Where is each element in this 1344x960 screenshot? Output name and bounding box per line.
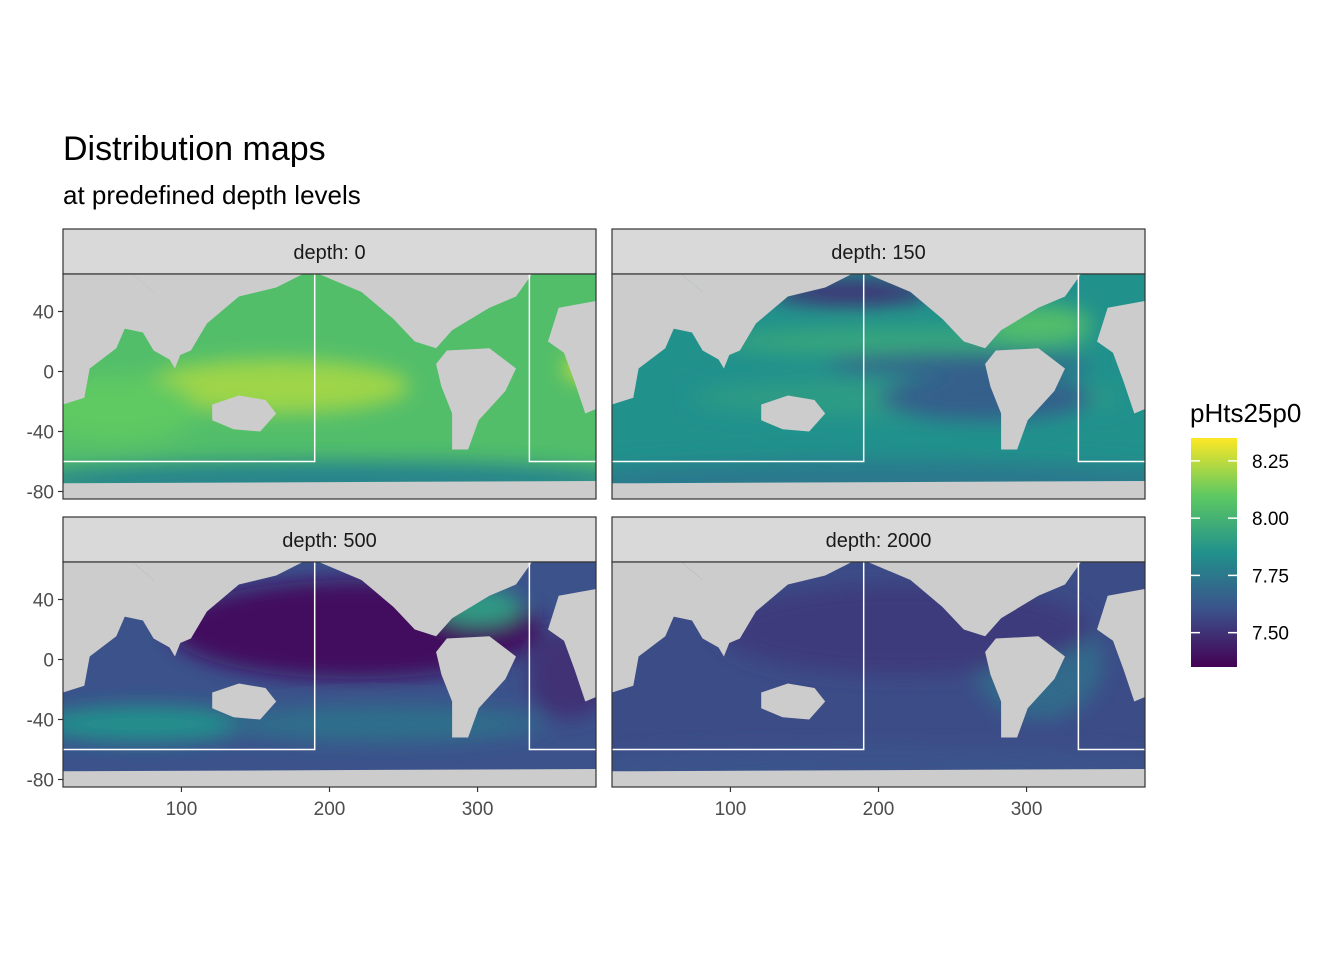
legend: pHts25p0 8.25 8.00 7.75 7.50 (1190, 398, 1301, 667)
land-mass (158, 341, 186, 369)
land-mass (612, 562, 703, 693)
land-mass (63, 274, 154, 405)
y-tick-label: 40 (33, 591, 54, 612)
y-tick-label: -80 (27, 771, 54, 792)
panel-border (62, 273, 597, 500)
y-tick-label: 0 (43, 363, 54, 384)
region-box-line (63, 274, 316, 463)
land-mass (985, 636, 1065, 738)
x-tick-label: 300 (462, 799, 494, 820)
land-mass (436, 636, 516, 738)
facet-strip-label: depth: 0 (293, 242, 365, 264)
ocean-value-patch (63, 375, 197, 443)
land-mass (63, 769, 596, 787)
y-tick-label: -80 (27, 483, 54, 504)
land-mass (670, 274, 852, 360)
legend-tick-label: 7.75 (1252, 566, 1289, 587)
land-mass (121, 274, 303, 360)
facet-strip (611, 228, 1146, 275)
ocean-value-patch (142, 359, 410, 414)
land-mass (436, 348, 516, 450)
land-mass (867, 274, 1081, 349)
land-mass (63, 562, 154, 693)
facet-strip (611, 516, 1146, 563)
land-mass (761, 683, 826, 720)
map-panel: depth: 0 40 0 -40 -80 (27, 228, 597, 504)
land-mass (985, 348, 1065, 450)
x-tick-label: 300 (1011, 799, 1043, 820)
y-tick-label: -40 (27, 711, 54, 732)
region-box-line (1077, 562, 1145, 751)
land-mass (612, 769, 1145, 787)
land-mass (707, 629, 735, 657)
y-tick-label: 40 (33, 303, 54, 324)
panel-border (611, 273, 1146, 500)
land-mass (1097, 589, 1145, 702)
x-tick-label: 200 (863, 799, 895, 820)
x-tick-label: 100 (715, 799, 747, 820)
legend-tick-label: 8.25 (1252, 452, 1289, 473)
y-tick-label: -40 (27, 423, 54, 444)
facet-strip-label: depth: 150 (831, 242, 926, 264)
region-box-line (528, 274, 596, 463)
ocean-value-patch (63, 706, 250, 742)
map-panel: depth: 500 40 0 -40 -80 100 200 300 (27, 516, 597, 820)
land-mass (670, 562, 852, 648)
ocean-value-patch (878, 375, 1092, 421)
land-mass (548, 301, 596, 414)
land-mass (212, 683, 277, 720)
x-tick-label: 100 (166, 799, 198, 820)
legend-colorbar (1191, 438, 1237, 667)
region-box-line (528, 562, 596, 751)
land-mass (318, 562, 532, 637)
land-mass (761, 395, 826, 432)
facet-strip-label: depth: 2000 (826, 530, 932, 552)
land-mass (318, 274, 532, 349)
land-mass (158, 629, 186, 657)
legend-title: pHts25p0 (1190, 398, 1301, 428)
map-panel: depth: 150 (611, 228, 1146, 500)
land-mass (1097, 301, 1145, 414)
land-mass (121, 562, 303, 648)
land-mass (867, 562, 1081, 637)
chart-subtitle: at predefined depth levels (63, 180, 361, 210)
land-mass (548, 589, 596, 702)
land-mass (707, 341, 735, 369)
region-box-line (612, 274, 865, 463)
land-mass (612, 274, 703, 405)
ocean-value-patch (222, 706, 543, 742)
region-box-line (63, 562, 316, 751)
chart-title: Distribution maps (63, 130, 326, 168)
map-panel: depth: 2000 100 200 300 (611, 516, 1146, 820)
region-box-line (1077, 274, 1145, 463)
y-tick-label: 0 (43, 651, 54, 672)
land-mass (212, 395, 277, 432)
legend-tick-label: 8.00 (1252, 509, 1289, 530)
x-tick-label: 200 (314, 799, 346, 820)
facet-strip-label: depth: 500 (282, 530, 377, 552)
region-box-line (612, 562, 865, 751)
facet-strip (62, 516, 597, 563)
legend-tick-label: 7.50 (1252, 624, 1289, 645)
land-mass (63, 481, 596, 499)
land-mass (612, 481, 1145, 499)
